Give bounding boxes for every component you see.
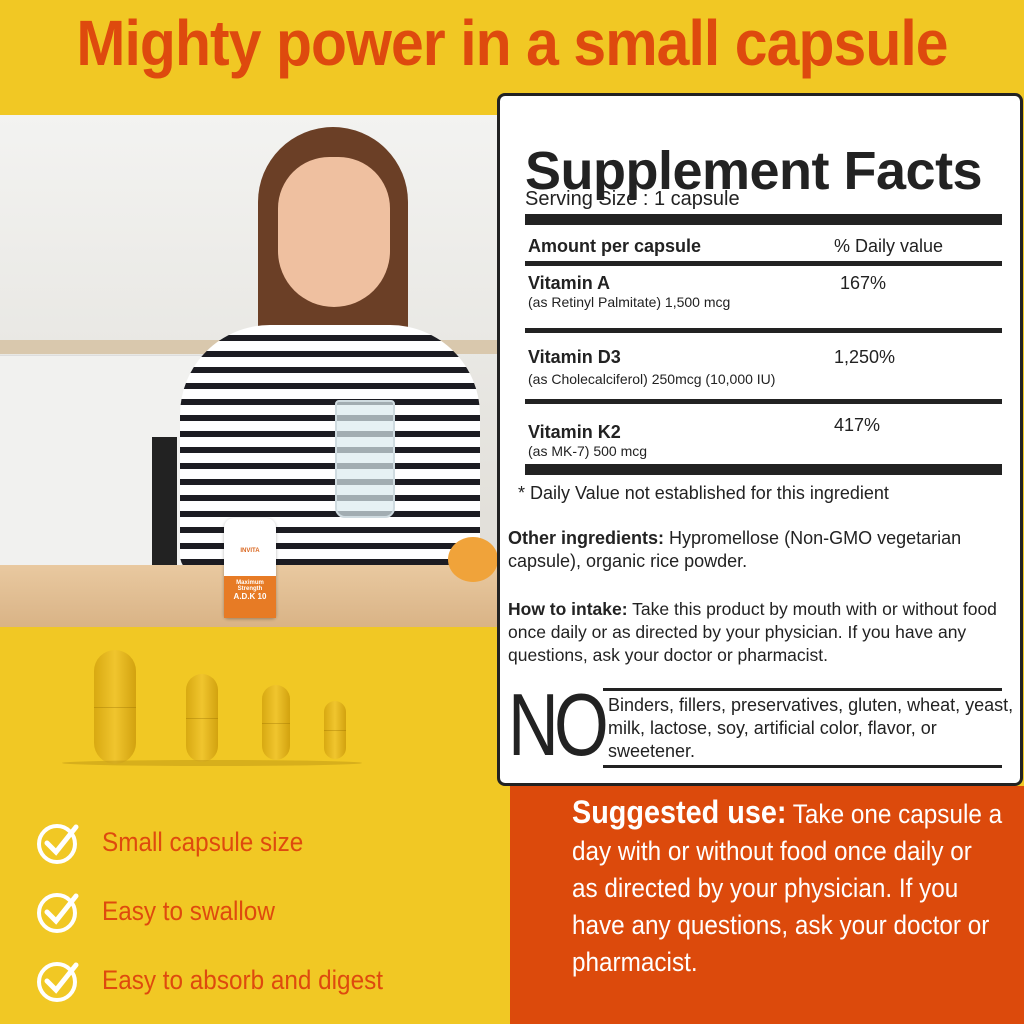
capsule-small [262, 685, 290, 760]
nutrient-name: Vitamin D3 [528, 347, 621, 367]
benefits-list: Small capsule size Easy to swallow Easy … [36, 808, 414, 1015]
check-circle-icon [37, 823, 79, 864]
capsule-medium [186, 674, 218, 762]
woman-face [278, 157, 390, 307]
check-circle-icon [37, 892, 79, 933]
divider [603, 688, 1002, 691]
fruit [448, 537, 497, 582]
suggested-use-text: Take one capsule a day with or without f… [572, 799, 1003, 977]
benefit-label: Small capsule size [102, 827, 304, 857]
footnote: * Daily Value not established for this i… [518, 483, 889, 503]
no-list: Binders, fillers, preservatives, gluten,… [608, 695, 1014, 761]
chair [152, 437, 177, 572]
product-bottle: INVITA Maximum Strength A.D.K 10 [224, 518, 276, 618]
amount-header: Amount per capsule [528, 236, 702, 256]
benefit-label: Easy to absorb and digest [102, 965, 383, 995]
nutrient-dv: 417% [834, 415, 881, 435]
serving-size: Serving Size : 1 capsule [525, 188, 740, 210]
nutrient-detail: (as MK-7) 500 mcg [528, 443, 648, 459]
no-label: NO [508, 675, 609, 774]
divider [603, 765, 1002, 768]
how-to-intake: How to intake: Take this product by mout… [508, 598, 1014, 667]
water-glass [335, 400, 395, 518]
bottle-brand: INVITA [240, 548, 260, 554]
bottle-product: A.D.K 10 [233, 592, 267, 601]
benefit-item: Easy to swallow [36, 877, 414, 946]
nutrient-row: Vitamin D3 (as Cholecalciferol) 250mcg (… [528, 347, 1002, 387]
intake-text: Take this product by mouth with or witho… [508, 599, 997, 665]
divider [525, 464, 1002, 475]
capsule-large [94, 650, 136, 764]
suggested-use-label: Suggested use: [572, 794, 787, 830]
benefit-label: Easy to swallow [102, 896, 275, 926]
nutrient-row: Vitamin A (as Retinyl Palmitate) 1,500 m… [528, 273, 1002, 310]
intake-label: How to intake: [508, 599, 628, 619]
capsule-shadow [62, 760, 362, 766]
bottle-strength: Maximum Strength [236, 580, 264, 592]
divider [525, 214, 1002, 225]
nutrient-row: Vitamin K2 (as MK-7) 500 mcg 417% [528, 415, 1002, 459]
facts-title: Supplement Facts [525, 141, 983, 201]
suggested-use-panel: Suggested use: Take one capsule a day wi… [510, 786, 1024, 1024]
capsule-smallest [324, 701, 346, 759]
check-circle-icon [37, 961, 79, 1002]
supplement-facts-panel: Supplement Facts Serving Size : 1 capsul… [497, 93, 1023, 786]
nutrient-dv: 167% [840, 273, 887, 293]
other-ingredients-label: Other ingredients: [508, 528, 665, 548]
divider [525, 399, 1002, 404]
nutrient-name: Vitamin A [528, 273, 611, 293]
benefit-item: Easy to absorb and digest [36, 946, 414, 1015]
other-ingredients: Other ingredients: Hypromellose (Non-GMO… [508, 527, 1014, 573]
nutrient-detail: (as Retinyl Palmitate) 1,500 mcg [528, 294, 731, 310]
divider [525, 328, 1002, 333]
dv-header: % Daily value [834, 236, 944, 256]
headline: Mighty power in a small capsule [76, 7, 948, 79]
other-ingredients-text: Hypromellose (Non-GMO vegetarian capsule… [508, 528, 962, 571]
benefit-item: Small capsule size [36, 808, 414, 877]
lifestyle-photo: INVITA Maximum Strength A.D.K 10 [0, 115, 497, 627]
nutrient-dv: 1,250% [834, 347, 896, 367]
nutrient-name: Vitamin K2 [528, 422, 621, 442]
divider [525, 261, 1002, 266]
nutrient-detail: (as Cholecalciferol) 250mcg (10,000 IU) [528, 371, 776, 387]
